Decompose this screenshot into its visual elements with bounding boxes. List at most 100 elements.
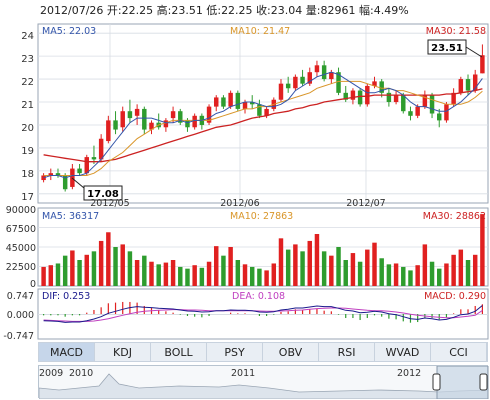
candle-down <box>142 108 147 130</box>
moving-average-lines <box>43 71 483 179</box>
volume-bar-up <box>149 261 154 286</box>
volume-bar-up <box>41 266 46 286</box>
volume-bar-up <box>48 265 54 286</box>
candle-up <box>120 111 125 128</box>
macd-panel[interactable]: 0.747 0.000 -0.747 DIF: 0.253 DEA: 0.108… <box>3 288 489 342</box>
candle-up <box>228 92 233 107</box>
volume-bar-down <box>127 251 133 286</box>
tab-psy[interactable]: PSY <box>207 343 263 361</box>
candle-up <box>214 97 219 107</box>
candle-down <box>285 83 291 89</box>
tab-wvad[interactable]: WVAD <box>375 343 431 361</box>
volume-bar-up <box>214 246 219 286</box>
high-value: 23.51 <box>171 4 203 17</box>
tab-macd[interactable]: MACD <box>39 343 95 361</box>
price-y-tick: 24 <box>21 31 34 42</box>
volume-bar-up <box>314 234 320 286</box>
quote-date: 2012/07/26 <box>40 4 104 17</box>
candle-down <box>55 173 61 176</box>
volume-bar-up <box>70 250 75 286</box>
macd-y-tick: 0.747 <box>7 291 34 302</box>
navigator-right-handle[interactable] <box>479 373 488 391</box>
ma5-line <box>43 71 483 179</box>
low-callout-pointer <box>71 177 85 189</box>
navigator-year: 2009 <box>39 368 63 379</box>
candle-up <box>293 76 298 89</box>
high-label: 高: <box>156 4 172 17</box>
volume-grid <box>38 227 488 267</box>
price-x-tick: 2012/07 <box>346 198 385 209</box>
candle-down <box>321 65 327 80</box>
candle-down <box>235 92 241 109</box>
candle-down <box>127 111 133 119</box>
candle-up <box>48 173 54 176</box>
candle-down <box>185 120 190 128</box>
tab-label: CCI <box>449 345 468 359</box>
tab-label: KDJ <box>113 345 132 359</box>
volume-bar-down <box>408 270 413 286</box>
volume-bar-up <box>264 270 269 286</box>
tab-kdj[interactable]: KDJ <box>95 343 151 361</box>
volume-bar-up <box>98 240 104 286</box>
dif-legend: DIF: 0.253 <box>42 291 90 302</box>
candle-up <box>458 79 464 93</box>
tab-cci[interactable]: CCI <box>431 343 487 361</box>
tab-boll[interactable]: BOLL <box>151 343 207 361</box>
volume-bar-up <box>415 265 420 286</box>
candle-down <box>357 90 363 105</box>
macd-y-tick: -0.747 <box>3 331 34 342</box>
low-callout: 17.08 <box>71 177 123 201</box>
quote-header: 2012/07/26 开:22.25 高:23.51 低:22.25 收:23.… <box>40 2 490 18</box>
ma10-line <box>43 80 483 176</box>
candle-down <box>437 113 442 121</box>
volume-bar-up <box>206 261 212 286</box>
volume-bar-up <box>472 254 478 286</box>
candle-down <box>91 157 97 160</box>
volume-bar-up <box>458 249 464 286</box>
volume-bar-down <box>249 266 255 286</box>
price-y-tick: 17 <box>21 192 34 203</box>
low-label: 低: <box>206 4 222 17</box>
macd-histogram <box>42 301 484 323</box>
candle-up <box>365 85 370 105</box>
volume-bar-down <box>257 268 262 286</box>
candle-up <box>264 108 269 116</box>
navigator-canvas: 2009 2010 2011 2012 <box>39 366 489 399</box>
navigator-year: 2010 <box>69 368 93 379</box>
tab-rsi[interactable]: RSI <box>319 343 375 361</box>
tab-obv[interactable]: OBV <box>263 343 319 361</box>
candle-up <box>278 83 284 100</box>
volume-bar-down <box>285 249 291 286</box>
time-range-navigator[interactable]: 2009 2010 2011 2012 <box>38 365 489 399</box>
volume-bar-down <box>235 260 241 286</box>
candle-down <box>408 111 413 116</box>
price-panel[interactable]: 24 23 22 21 20 19 18 17 MA5: 22.03 MA10:… <box>21 23 489 209</box>
volume-bar-up <box>163 262 169 286</box>
volume-label: 量: <box>305 4 321 17</box>
volume-bar-up <box>372 242 377 286</box>
volume-bar-down <box>429 261 435 286</box>
candle-up <box>415 106 420 116</box>
volume-bar-down <box>379 258 384 286</box>
volume-panel[interactable]: 90000 67500 45000 22500 0 MA5: 36317 MA1… <box>6 205 489 290</box>
candle-down <box>221 97 226 107</box>
candle-down <box>178 111 183 123</box>
candle-down <box>343 92 348 100</box>
high-callout-value: 23.51 <box>431 43 463 54</box>
candle-up <box>393 95 399 103</box>
volume-bar-up <box>350 253 356 286</box>
candle-up <box>314 65 320 73</box>
ma5-legend: MA5: 22.03 <box>42 26 96 37</box>
tab-label: WVAD <box>385 345 420 359</box>
dif-line <box>43 305 483 323</box>
volume-bar-up <box>84 254 89 286</box>
volume-ma30-legend: MA30: 28862 <box>423 211 486 222</box>
candle-down <box>465 79 471 91</box>
volume-bar-up <box>170 260 176 286</box>
volume-y-tick: 45000 <box>6 243 36 254</box>
navigator-left-handle[interactable] <box>432 373 441 391</box>
volume-ma5-legend: MA5: 36317 <box>42 211 99 222</box>
price-y-tick: 19 <box>21 146 34 157</box>
candle-down <box>401 95 406 112</box>
